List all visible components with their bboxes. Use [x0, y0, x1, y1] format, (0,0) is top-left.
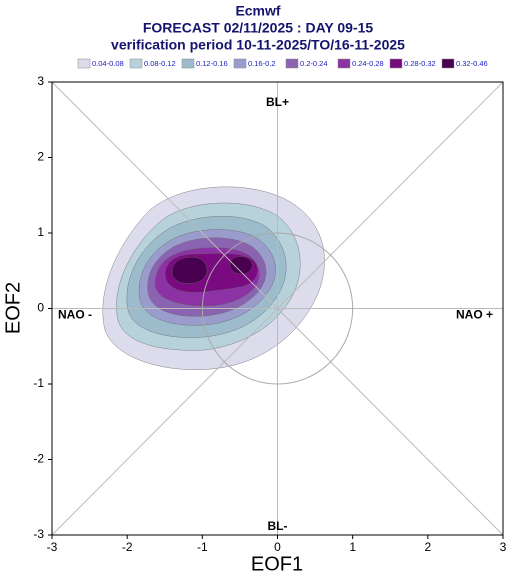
legend-label: 0.28-0.32	[404, 59, 436, 68]
annotation: BL+	[266, 95, 289, 109]
y-axis-label: EOF2	[2, 282, 24, 334]
x-axis-label: EOF1	[251, 553, 303, 575]
legend-label: 0.12-0.16	[196, 59, 228, 68]
unit-circle	[201, 232, 354, 385]
chart-subtitle: FORECAST 02/11/2025 : DAY 09-15	[143, 20, 374, 36]
x-tick-label: 1	[349, 540, 356, 554]
legend-swatch	[77, 58, 91, 69]
chart-title: Ecmwf	[235, 3, 280, 19]
legend-label: 0.04-0.08	[92, 59, 124, 68]
legend-swatch	[389, 58, 403, 69]
legend-swatch	[129, 58, 143, 69]
y-tick-label: 3	[37, 74, 44, 88]
annotation: NAO -	[58, 308, 92, 322]
x-tick-label: 2	[424, 540, 431, 554]
legend-swatch	[285, 58, 299, 69]
y-tick-label: -2	[33, 452, 44, 466]
legend-label: 0.16-0.2	[248, 59, 276, 68]
y-tick-label: 2	[37, 150, 44, 164]
legend-swatch	[441, 58, 455, 69]
y-tick-label: -1	[33, 376, 44, 390]
y-tick-label: -3	[33, 527, 44, 541]
annotation: NAO +	[456, 308, 493, 322]
x-tick-label: 3	[500, 540, 507, 554]
legend-label: 0.2-0.24	[300, 59, 328, 68]
chart-subtitle: verification period 10-11-2025/TO/16-11-…	[111, 37, 405, 53]
y-tick-label: 1	[37, 225, 44, 239]
legend-swatch	[181, 58, 195, 69]
x-tick-label: -1	[197, 540, 208, 554]
legend-swatch	[233, 58, 247, 69]
y-tick-label: 0	[37, 301, 44, 315]
legend-label: 0.24-0.28	[352, 59, 384, 68]
legend-label: 0.08-0.12	[144, 59, 176, 68]
legend-label: 0.32-0.46	[456, 59, 488, 68]
x-tick-label: -2	[122, 540, 133, 554]
legend-swatch	[337, 58, 351, 69]
annotation: BL-	[268, 519, 288, 533]
x-tick-label: 0	[274, 540, 281, 554]
x-tick-label: -3	[47, 540, 58, 554]
